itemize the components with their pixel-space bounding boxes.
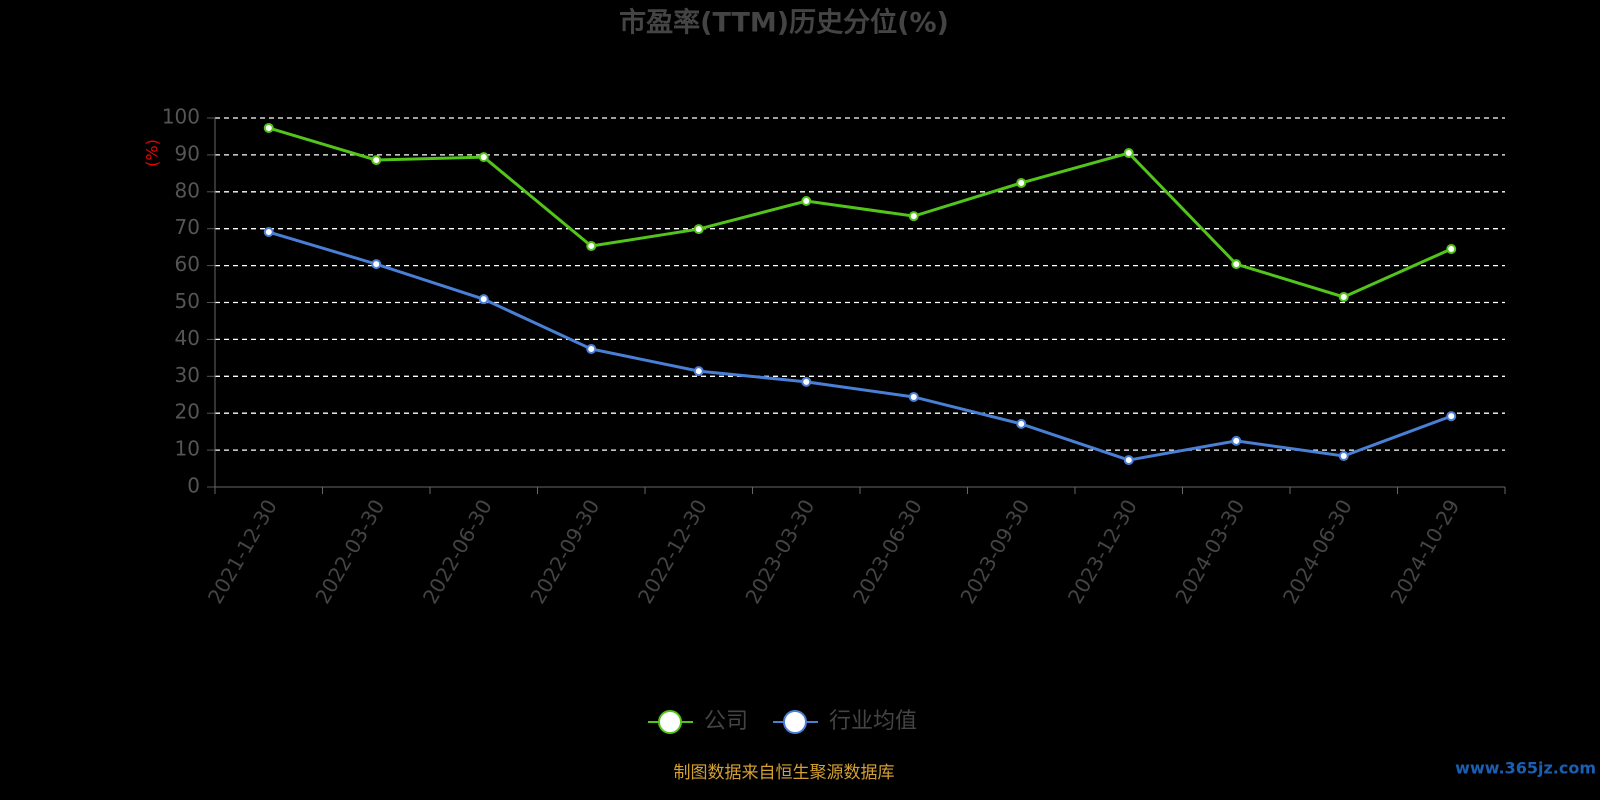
point [1231,259,1242,270]
point [263,227,274,238]
y-tick-label: 20 [175,400,200,424]
source-note: 制图数据来自恒生聚源数据库 [674,763,895,783]
point [1231,435,1242,446]
y-tick-label: 50 [175,289,200,313]
point [478,152,489,163]
y-tick-label: 30 [175,363,200,387]
point [263,122,274,133]
point [1338,451,1349,462]
point [1446,243,1457,254]
legend-marker [658,710,682,734]
legend-label: 公司 [704,709,748,734]
watermark: www.365jz.com [1455,759,1596,778]
chart-title: 市盈率(TTM)历史分位(%) [619,7,949,39]
y-tick-label: 10 [175,437,200,461]
point [371,155,382,166]
point [371,259,382,270]
point [1338,291,1349,302]
y-axis-label: (%) [143,139,162,167]
legend-label: 行业均值 [829,709,917,734]
y-tick-label: 40 [175,326,200,350]
point [1123,148,1134,159]
point [1016,418,1027,429]
series-line [268,126,1452,299]
point [801,196,812,207]
y-tick-label: 90 [175,141,200,165]
point [693,366,704,377]
point [586,343,597,354]
point [1123,455,1134,466]
series-line [268,230,1452,462]
point [693,224,704,235]
point [801,376,812,387]
point [1446,411,1457,422]
y-tick-label: 80 [175,178,200,202]
y-tick-label: 0 [187,474,200,498]
point [478,294,489,305]
y-tick-label: 100 [162,105,200,129]
y-tick-label: 70 [175,215,200,239]
point [908,211,919,222]
point [586,241,597,252]
legend-marker [783,710,808,734]
y-tick-label: 60 [175,252,200,276]
point [1016,177,1027,188]
point [908,391,919,402]
